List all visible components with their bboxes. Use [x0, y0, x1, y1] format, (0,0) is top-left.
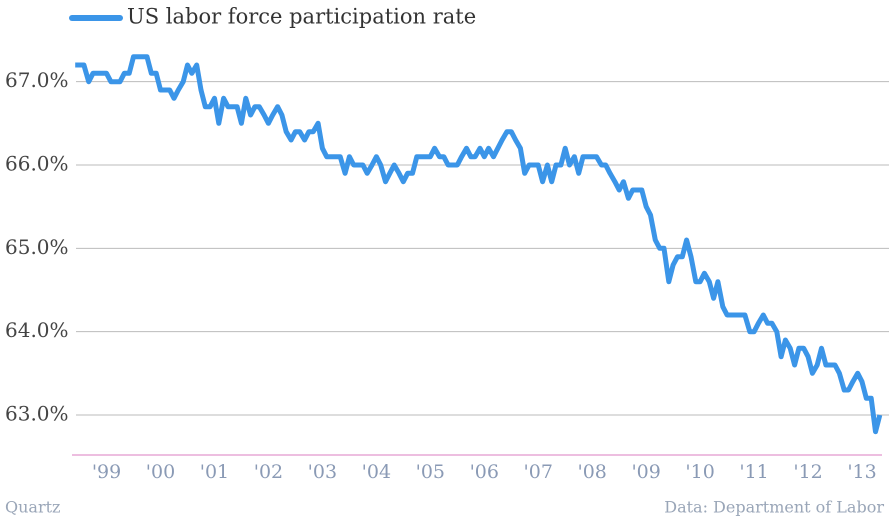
x-tick-label: '11: [739, 461, 768, 483]
y-tick-label: 67.0%: [5, 68, 69, 92]
x-tick-label: '08: [578, 461, 607, 483]
line-series: [75, 54, 883, 435]
credit: Quartz: [5, 498, 60, 517]
x-tick-label: '13: [847, 461, 876, 483]
y-tick-label: 66.0%: [5, 152, 69, 176]
x-tick-label: '03: [308, 461, 337, 483]
x-tick-label: '04: [362, 461, 391, 483]
x-tick-label: '05: [416, 461, 445, 483]
x-tick-label: '10: [685, 461, 714, 483]
y-tick-label: 65.0%: [5, 235, 69, 259]
x-tick-label: '07: [524, 461, 553, 483]
x-tick-label: '99: [92, 461, 121, 483]
source: Data: Department of Labor: [664, 498, 884, 517]
x-tick-label: '09: [631, 461, 660, 483]
x-tick-label: '06: [470, 461, 499, 483]
x-tick-label: '12: [793, 461, 822, 483]
y-tick-label: 63.0%: [5, 402, 69, 426]
legend-label: US labor force participation rate: [127, 5, 476, 29]
x-tick-label: '01: [200, 461, 229, 483]
x-tick-label: '00: [146, 461, 175, 483]
y-tick-label: 64.0%: [5, 318, 69, 342]
x-tick-label: '02: [254, 461, 283, 483]
